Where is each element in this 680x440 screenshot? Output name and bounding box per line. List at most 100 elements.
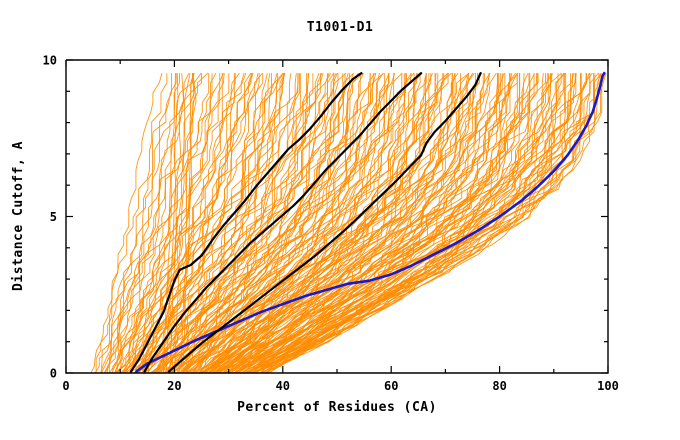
model-curve (249, 72, 562, 374)
model-curve (116, 73, 221, 374)
model-curve (147, 73, 301, 373)
model-curve (170, 73, 371, 374)
model-curve (181, 73, 389, 374)
model-curve (252, 73, 587, 374)
x-tick-label: 0 (62, 379, 69, 393)
model-curve (182, 73, 390, 374)
background-model-curves (90, 72, 607, 374)
model-curve (157, 73, 330, 374)
x-axis-tick-labels: 0 20 40 60 80 100 (62, 379, 618, 393)
model-curve (147, 73, 299, 373)
model-curve (165, 73, 350, 374)
model-curve (182, 73, 197, 374)
x-axis-label: Percent of Residues (CA) (237, 400, 437, 415)
model-curve (90, 73, 163, 374)
x-tick-label: 20 (167, 379, 181, 393)
model-curve (122, 72, 240, 374)
page-title: T1001-D1 (307, 20, 374, 35)
model-curve (114, 72, 217, 374)
x-tick-label: 40 (276, 379, 290, 393)
model-curve (235, 73, 531, 374)
model-curve (224, 73, 503, 374)
model-curve (245, 72, 566, 374)
model-curve (191, 73, 421, 374)
highlight-curve-model-black-1 (129, 72, 363, 373)
model-curve (165, 73, 179, 374)
model-curve (247, 73, 562, 374)
model-curve (217, 73, 490, 374)
highlight-curve-model-black-3 (167, 72, 482, 373)
model-curve (169, 73, 349, 374)
model-curve (101, 73, 177, 373)
model-curve (138, 73, 272, 374)
model-curve (192, 73, 412, 374)
model-curve (261, 72, 593, 374)
model-curve (157, 72, 337, 374)
model-curve (186, 73, 407, 374)
model-curve (108, 73, 202, 373)
model-curve (159, 72, 338, 374)
model-curve (212, 72, 470, 374)
model-curve (265, 73, 607, 374)
model-curve (125, 73, 252, 374)
model-curve (147, 73, 310, 374)
y-tick-label: 0 (50, 367, 57, 381)
model-curve (100, 73, 180, 374)
highlight-curve-model-black-2 (143, 72, 423, 373)
model-curve (135, 73, 260, 374)
model-curve (155, 72, 323, 374)
y-axis-label: Distance Cutoff, A (11, 141, 26, 291)
x-tick-label: 80 (492, 379, 506, 393)
model-curve (133, 73, 268, 374)
model-curve (200, 73, 449, 374)
x-tick-label: 100 (597, 379, 619, 393)
model-curve (137, 73, 271, 374)
model-curve (95, 73, 168, 374)
model-curve (162, 73, 176, 374)
model-curve (169, 73, 184, 374)
y-tick-label: 5 (50, 210, 57, 224)
y-axis-ticks (66, 59, 608, 374)
model-curve (213, 72, 470, 374)
model-curve (191, 73, 427, 374)
model-curve (214, 72, 475, 374)
curves-layer (90, 71, 607, 374)
model-curve (200, 72, 450, 374)
model-curve (137, 72, 284, 374)
model-curve (228, 73, 498, 374)
model-curve (180, 73, 195, 374)
model-curve (114, 73, 223, 374)
model-curve (225, 73, 506, 374)
model-curve (219, 73, 485, 374)
model-curve (195, 72, 423, 374)
model-curve (144, 73, 301, 374)
model-curve (246, 72, 565, 374)
model-curve (181, 73, 396, 374)
x-axis-ticks (65, 60, 609, 373)
model-curve (138, 73, 278, 373)
model-curve (169, 73, 346, 374)
model-curve (237, 72, 529, 374)
model-curve (124, 73, 254, 374)
model-curve (155, 73, 321, 374)
model-curve (216, 73, 480, 374)
model-curve (225, 73, 513, 374)
model-curve (142, 73, 286, 374)
model-curve (246, 73, 564, 374)
model-curve (114, 72, 224, 374)
model-curve (187, 72, 403, 374)
axes-layer (65, 59, 609, 374)
model-curve (224, 72, 497, 374)
model-curve (152, 72, 320, 374)
model-curve (164, 73, 354, 374)
model-curve (266, 72, 602, 374)
model-curve (240, 73, 548, 374)
model-curve (137, 73, 285, 374)
model-curve (122, 73, 247, 374)
x-tick-label: 60 (384, 379, 398, 393)
model-curve (231, 73, 518, 374)
y-axis-tick-labels: 0 5 10 (43, 54, 57, 381)
model-curve (204, 73, 439, 374)
